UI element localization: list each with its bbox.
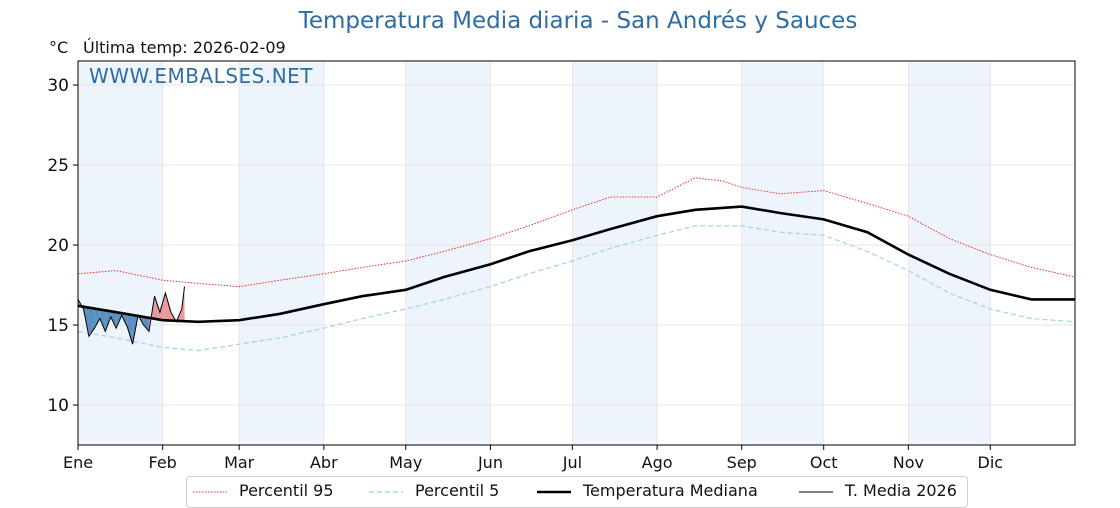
legend-item-median: Temperatura Mediana [537, 481, 758, 500]
x-tick-label-ene: Ene [63, 453, 93, 472]
anomaly-fill-below [110, 311, 117, 329]
x-tick-label-jul: Jul [562, 453, 582, 472]
y-tick-label-15: 15 [47, 316, 69, 336]
legend-label-median: Temperatura Mediana [583, 481, 758, 500]
month-band-may [405, 61, 491, 445]
legend-label-media2026: T. Media 2026 [845, 481, 957, 500]
series-line-p5 [77, 225, 1076, 352]
series-line-media2026 [77, 286, 185, 345]
series-line-p95 [77, 177, 1076, 288]
legend-item-media2026: T. Media 2026 [799, 481, 957, 500]
x-tick-label-mar: Mar [224, 453, 255, 472]
x-tick-label-dic: Dic [978, 453, 1004, 472]
y-tick-label-25: 25 [47, 156, 69, 176]
x-tick-label-nov: Nov [893, 453, 924, 472]
anomaly-fill-above [154, 296, 160, 320]
y-tick-label-20: 20 [47, 236, 69, 256]
chart-title: Temperatura Media diaria - San Andrés y … [298, 8, 858, 34]
plot-frame [77, 60, 1076, 446]
anomaly-fill-below [143, 316, 150, 332]
month-band-jul [572, 61, 658, 445]
month-band-mar [239, 61, 324, 445]
anomaly-fill-above [159, 293, 166, 321]
watermark-link[interactable]: WWW.EMBALSES.NET [89, 64, 314, 88]
anomaly-fill-below [94, 308, 100, 329]
month-band-sep [741, 61, 824, 445]
y-tick-label-30: 30 [47, 76, 69, 96]
chart-legend: Percentil 95 Percentil 5 Temperatura Med… [186, 476, 968, 508]
legend-swatch-p95 [193, 491, 227, 492]
anomaly-fill-below [105, 310, 111, 332]
legend-item-p5: Percentil 5 [369, 481, 499, 500]
legend-item-p95: Percentil 95 [193, 481, 334, 500]
x-tick-label-may: May [389, 453, 422, 472]
legend-swatch-p5 [369, 490, 403, 493]
series-line-median [77, 205, 1075, 324]
x-tick-label-ago: Ago [642, 453, 673, 472]
month-band-ene [78, 61, 163, 445]
x-tick-label-abr: Abr [310, 453, 338, 472]
x-tick-label-oct: Oct [810, 453, 838, 472]
legend-swatch-median [537, 490, 571, 493]
x-tick-label-sep: Sep [727, 453, 757, 472]
legend-label-p95: Percentil 95 [239, 481, 334, 500]
x-tick-label-jun: Jun [477, 453, 503, 472]
legend-swatch-media2026 [799, 491, 833, 492]
x-tick-label-feb: Feb [149, 453, 177, 472]
anomaly-fill-below [99, 309, 106, 332]
last-temp-label: Última temp: 2026-02-09 [83, 38, 286, 57]
month-band-nov [908, 61, 991, 445]
anomaly-fill-below [127, 314, 133, 345]
anomaly-fill-below [88, 307, 95, 337]
legend-label-p5: Percentil 5 [415, 481, 500, 500]
y-tick-label-10: 10 [47, 396, 69, 416]
y-unit-label: °C [49, 38, 69, 57]
anomaly-fill-above [165, 293, 171, 321]
